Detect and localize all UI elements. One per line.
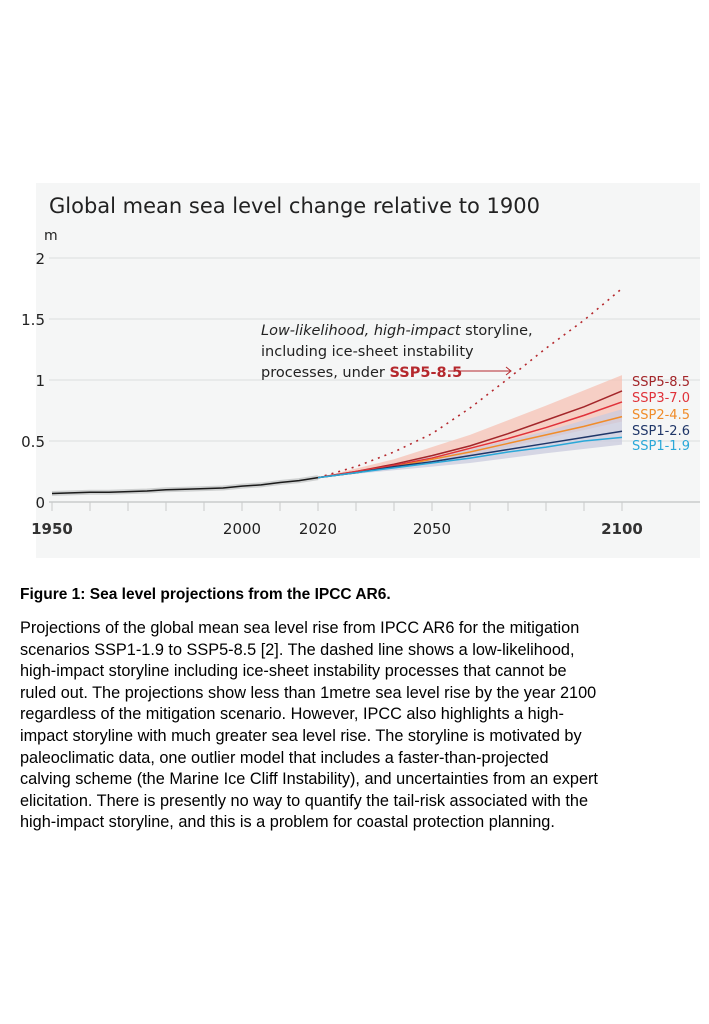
storyline-annotation: Low-likelihood, high-impact storyline, i… bbox=[261, 323, 533, 381]
x-tick-label: 2050 bbox=[413, 520, 451, 538]
y-tick-label: 1 bbox=[35, 372, 45, 390]
annotation-line2: including ice-sheet instability bbox=[261, 344, 474, 360]
annotation-line1: storyline, bbox=[461, 323, 533, 339]
caption-line: high-impact storyline including ice-shee… bbox=[20, 662, 567, 681]
x-axis: 1950 2000 2020 2050 2100 bbox=[31, 501, 700, 538]
chart-background bbox=[36, 183, 700, 558]
legend-label: SSP3-7.0 bbox=[632, 391, 690, 406]
annotation-italic: Low-likelihood, high-impact bbox=[261, 323, 462, 339]
chart-title: Global mean sea level change relative to… bbox=[49, 194, 540, 218]
caption-line: impact storyline with much greater sea l… bbox=[20, 726, 582, 745]
annotation-arrowhead bbox=[505, 366, 512, 376]
caption-line: elicitation. There is presently no way t… bbox=[20, 791, 589, 810]
caption-line: ruled out. The projections show less tha… bbox=[20, 683, 597, 702]
caption-line: regardless of the mitigation scenario. H… bbox=[20, 705, 564, 724]
historical-line bbox=[51, 476, 319, 495]
caption-line: paleoclimatic data, one outlier model th… bbox=[20, 748, 549, 767]
caption-line: Projections of the global mean sea level… bbox=[20, 619, 580, 637]
scenario-lines bbox=[51, 287, 623, 496]
y-tick-labels: 0 0.5 1 1.5 2 bbox=[21, 250, 45, 512]
figure-caption-title: Figure 1: Sea level projections from the… bbox=[20, 586, 391, 603]
caption-line: calving scheme (the Marine Ice Cliff Ins… bbox=[20, 770, 598, 789]
legend-label: SSP2-4.5 bbox=[632, 408, 690, 423]
annotation-highlight: SSP5-8.5 bbox=[390, 365, 463, 381]
scenario-line-ssp1-1.9 bbox=[317, 436, 623, 479]
caption-line: scenarios SSP1-1.9 to SSP5-8.5 [2]. The … bbox=[20, 640, 575, 659]
y-tick-label: 1.5 bbox=[21, 311, 45, 329]
svg-text:processes, under SSP5-8.5: processes, under SSP5-8.5 bbox=[261, 365, 462, 381]
y-tick-label: 0 bbox=[35, 494, 45, 512]
y-tick-label: 2 bbox=[35, 250, 45, 268]
legend-label: SSP5-8.5 bbox=[632, 375, 690, 390]
sea-level-chart: Global mean sea level change relative to… bbox=[21, 183, 700, 558]
uncertainty-bands bbox=[318, 375, 622, 478]
y-tick-label: 0.5 bbox=[21, 433, 45, 451]
x-tick-label: 2000 bbox=[223, 520, 261, 538]
x-tick-label: 1950 bbox=[31, 520, 73, 538]
svg-text:Low-likelihood, high-impact st: Low-likelihood, high-impact storyline, bbox=[261, 323, 533, 339]
storyline-dotted-line bbox=[317, 287, 623, 479]
legend-label: SSP1-2.6 bbox=[632, 424, 690, 439]
uncertainty-band bbox=[318, 409, 622, 478]
annotation-line3: processes, under bbox=[261, 365, 390, 381]
scenario-line-ssp3-7.0 bbox=[317, 401, 623, 479]
caption-line: high-impact storyline, and this is a pro… bbox=[20, 813, 555, 832]
uncertainty-band bbox=[318, 375, 622, 478]
x-tick-label: 2100 bbox=[601, 520, 643, 538]
figure-caption-body: Projections of the global mean sea level… bbox=[20, 618, 598, 834]
legend-label: SSP1-1.9 bbox=[632, 439, 690, 454]
y-axis-unit: m bbox=[44, 228, 58, 244]
x-tick-label: 2020 bbox=[299, 520, 337, 538]
